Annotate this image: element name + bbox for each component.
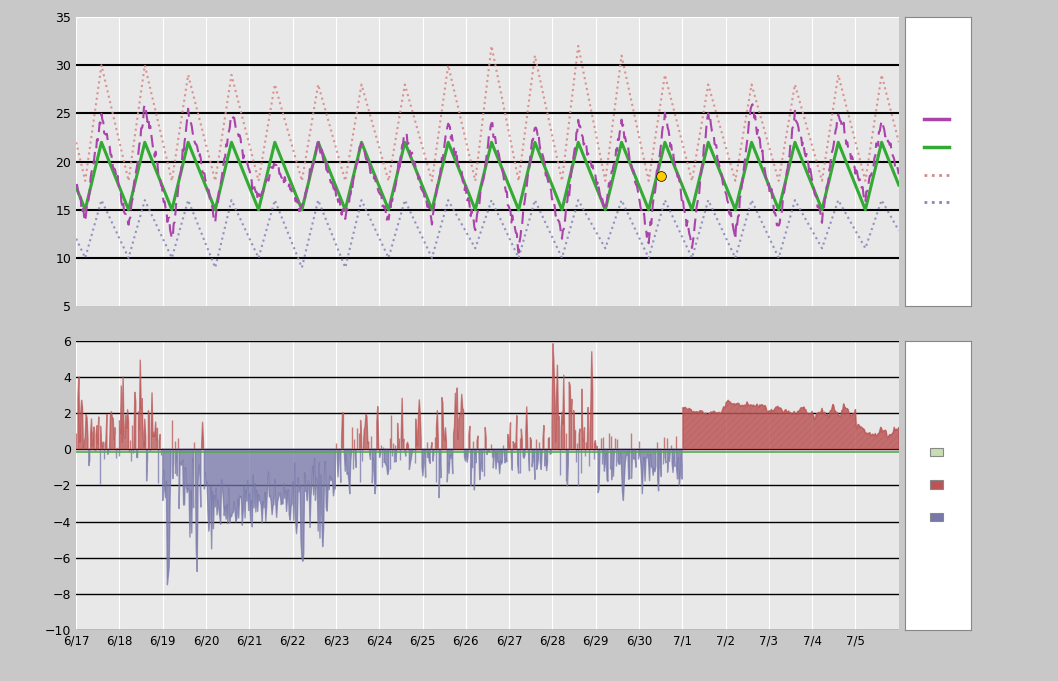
Legend: , , , : , , , xyxy=(922,112,955,212)
Legend: , , : , , xyxy=(927,445,950,526)
